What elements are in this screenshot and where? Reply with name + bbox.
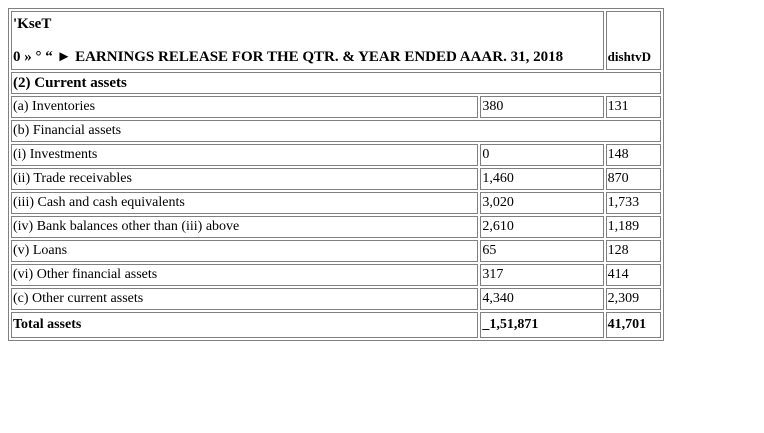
table-row: (c) Other current assets 4,340 2,309 (11, 288, 661, 310)
row-value-b: 1,189 (605, 216, 661, 238)
section-heading: (2) Current assets (11, 72, 661, 94)
row-value-a: 380 (480, 96, 604, 118)
row-label: (ii) Trade receivables (11, 168, 479, 190)
row-value-b: 148 (605, 144, 661, 166)
report-title-line2: 0 » ° “ ► EARNINGS RELEASE FOR THE QTR. … (13, 49, 564, 65)
row-label: (a) Inventories (11, 96, 479, 118)
row-value-b: 128 (605, 240, 661, 262)
row-value-a: 317 (480, 264, 604, 286)
row-value-b: 2,309 (605, 288, 661, 310)
row-label: (i) Investments (11, 144, 479, 166)
row-label: (iv) Bank balances other than (iii) abov… (11, 216, 479, 238)
report-title-line1: 'KseT (13, 16, 52, 32)
row-value-a: 4,340 (480, 288, 604, 310)
row-value-b: 414 (605, 264, 661, 286)
row-value-a: 1,460 (480, 168, 604, 190)
row-value-a: 65 (480, 240, 604, 262)
table-row: (i) Investments 0 148 (11, 144, 661, 166)
table-row: (b) Financial assets (11, 120, 661, 142)
header-row: 'KseT 0 » ° “ ► EARNINGS RELEASE FOR THE… (11, 11, 661, 70)
row-value-a: 3,020 (480, 192, 604, 214)
section-row: (2) Current assets (11, 72, 661, 94)
total-value-b: 41,701 (605, 312, 661, 338)
row-value-a: 2,610 (480, 216, 604, 238)
brand-label: dishtvD (605, 11, 661, 70)
row-label: (b) Financial assets (11, 120, 661, 142)
row-value-a: 0 (480, 144, 604, 166)
row-label: (c) Other current assets (11, 288, 479, 310)
table-row: (v) Loans 65 128 (11, 240, 661, 262)
balance-sheet-table: 'KseT 0 » ° “ ► EARNINGS RELEASE FOR THE… (8, 8, 664, 341)
report-header-cell: 'KseT 0 » ° “ ► EARNINGS RELEASE FOR THE… (11, 11, 604, 70)
row-value-b: 870 (605, 168, 661, 190)
row-label: (v) Loans (11, 240, 479, 262)
row-value-b: 1,733 (605, 192, 661, 214)
total-label: Total assets (11, 312, 479, 338)
row-label: (vi) Other financial assets (11, 264, 479, 286)
table-row: (iv) Bank balances other than (iii) abov… (11, 216, 661, 238)
table-row: (iii) Cash and cash equivalents 3,020 1,… (11, 192, 661, 214)
table-row: (vi) Other financial assets 317 414 (11, 264, 661, 286)
table-row: (ii) Trade receivables 1,460 870 (11, 168, 661, 190)
row-label: (iii) Cash and cash equivalents (11, 192, 479, 214)
total-value-a: _1,51,871 (480, 312, 604, 338)
table-row: (a) Inventories 380 131 (11, 96, 661, 118)
row-value-b: 131 (605, 96, 661, 118)
total-row: Total assets _1,51,871 41,701 (11, 312, 661, 338)
